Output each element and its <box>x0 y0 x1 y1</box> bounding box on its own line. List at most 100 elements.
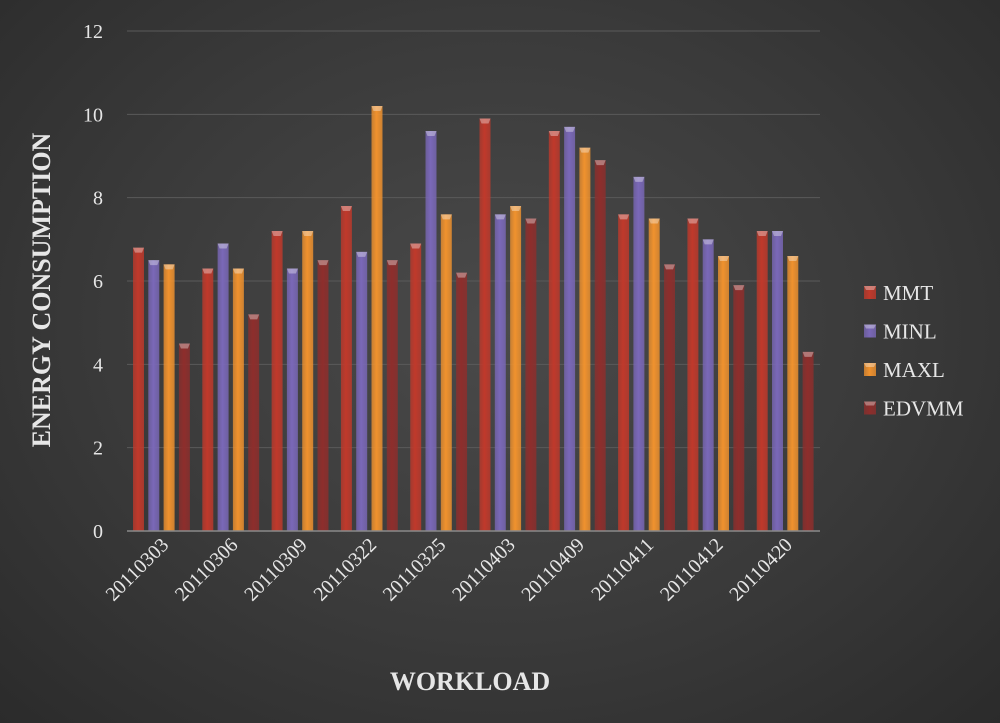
legend-swatch-edvmm <box>864 401 876 415</box>
legend-swatch-cap <box>864 401 876 406</box>
bar-cap <box>371 106 383 111</box>
x-axis-ticks: 2011030320110306201103092011032220110325… <box>102 534 797 606</box>
x-tick-label: 20110409 <box>517 534 589 606</box>
bar-mmt-20110403 <box>479 118 491 531</box>
bar-maxl-20110303 <box>163 264 175 531</box>
bar-cap <box>440 214 452 220</box>
bar-edvmm-20110306 <box>248 314 260 531</box>
bar-cap <box>163 264 175 270</box>
bar-minl-20110322 <box>356 251 368 532</box>
legend-swatch-cap <box>864 363 876 367</box>
bar-cap <box>286 268 298 274</box>
bar-minl-20110325 <box>425 131 437 531</box>
bar-cap <box>494 214 506 220</box>
y-tick-label: 10 <box>83 104 103 126</box>
bar-cap <box>232 268 244 274</box>
y-tick-label: 12 <box>83 21 103 43</box>
bar-edvmm-20110325 <box>456 272 468 531</box>
y-axis-ticks: 0 2 4 6 8 10 12 <box>83 21 103 543</box>
bar-mmt-20110306 <box>202 268 214 531</box>
bar-cap <box>687 218 699 224</box>
y-tick-label: 0 <box>93 521 103 543</box>
bar-edvmm-20110412 <box>733 285 745 531</box>
bar-cap <box>356 251 368 257</box>
bar-mmt-20110420 <box>756 231 768 531</box>
bar-edvmm-20110411 <box>664 264 675 531</box>
bar-cap <box>202 268 214 274</box>
bar-cap <box>248 314 260 320</box>
bar-minl-20110412 <box>702 239 714 532</box>
x-tick-label: 20110303 <box>102 534 174 606</box>
bar-mmt-20110409 <box>548 131 560 531</box>
bar-cap <box>525 218 537 224</box>
bar-mmt-20110325 <box>410 243 422 531</box>
x-tick-label: 20110412 <box>656 534 728 606</box>
legend-swatch-mmt <box>864 286 876 299</box>
gridlines <box>127 30 820 449</box>
bar-cap <box>456 272 468 278</box>
bar-cap <box>579 147 591 153</box>
bar-edvmm-20110322 <box>386 260 398 531</box>
bar-cap <box>133 247 144 253</box>
bar-cap <box>648 218 660 224</box>
x-tick-label: 20110403 <box>448 534 520 606</box>
bar-cap <box>217 243 229 249</box>
bar-mmt-20110411 <box>618 214 630 532</box>
bar-minl-20110409 <box>564 126 576 531</box>
bar-mmt-20110322 <box>340 206 352 531</box>
bar-cap <box>618 214 630 220</box>
bar-mmt-20110412 <box>687 218 699 531</box>
legend-label-maxl: MAXL <box>883 358 945 382</box>
y-tick-label: 4 <box>93 354 103 376</box>
legend-swatch-cap <box>864 286 876 290</box>
bar-cap <box>718 256 729 261</box>
bar-cap <box>510 206 522 211</box>
bar-cap <box>425 131 437 136</box>
bar-edvmm-20110409 <box>594 160 606 531</box>
legend-swatch-cap <box>864 324 876 329</box>
bar-minl-20110420 <box>772 231 783 531</box>
bar-cap <box>302 231 314 236</box>
bar-cap <box>633 176 645 182</box>
bar-minl-20110403 <box>494 214 506 532</box>
bar-cap <box>787 256 799 261</box>
legend-swatch-maxl <box>864 363 876 376</box>
bar-mmt-20110303 <box>133 247 144 531</box>
bar-edvmm-20110420 <box>802 351 814 531</box>
x-tick-label: 20110322 <box>309 534 381 606</box>
bar-maxl-20110325 <box>440 214 452 532</box>
y-tick-label: 6 <box>93 271 103 293</box>
bar-edvmm-20110303 <box>178 343 190 531</box>
bar-cap <box>756 231 768 236</box>
bar-maxl-20110403 <box>510 206 522 531</box>
x-tick-label: 20110411 <box>587 534 658 605</box>
legend: MMT MINL MAXL EDVMM <box>864 281 964 421</box>
legend-label-mmt: MMT <box>883 281 933 305</box>
bar-cap <box>772 231 783 236</box>
bar-maxl-20110309 <box>302 231 314 531</box>
bar-edvmm-20110403 <box>525 218 537 531</box>
bar-maxl-20110322 <box>371 106 383 531</box>
legend-label-minl: MINL <box>883 320 937 344</box>
bar-minl-20110303 <box>148 260 160 531</box>
bar-cap <box>340 206 352 211</box>
bar-cap <box>733 285 745 291</box>
bar-minl-20110309 <box>286 268 298 531</box>
y-tick-label: 8 <box>93 188 103 210</box>
x-tick-label: 20110306 <box>171 534 243 606</box>
bar-cap <box>479 118 491 124</box>
bar-minl-20110306 <box>217 243 229 531</box>
x-axis-title: WORKLOAD <box>390 667 550 696</box>
bars <box>133 106 814 532</box>
bar-cap <box>802 351 814 357</box>
bar-maxl-20110420 <box>787 256 799 531</box>
bar-maxl-20110409 <box>579 147 591 531</box>
x-tick-label: 20110325 <box>379 534 451 606</box>
bar-mmt-20110309 <box>271 231 283 531</box>
bar-maxl-20110412 <box>718 256 729 531</box>
bar-maxl-20110411 <box>648 218 660 531</box>
bar-cap <box>271 231 283 236</box>
bar-cap <box>317 260 329 266</box>
legend-label-edvmm: EDVMM <box>883 397 964 421</box>
